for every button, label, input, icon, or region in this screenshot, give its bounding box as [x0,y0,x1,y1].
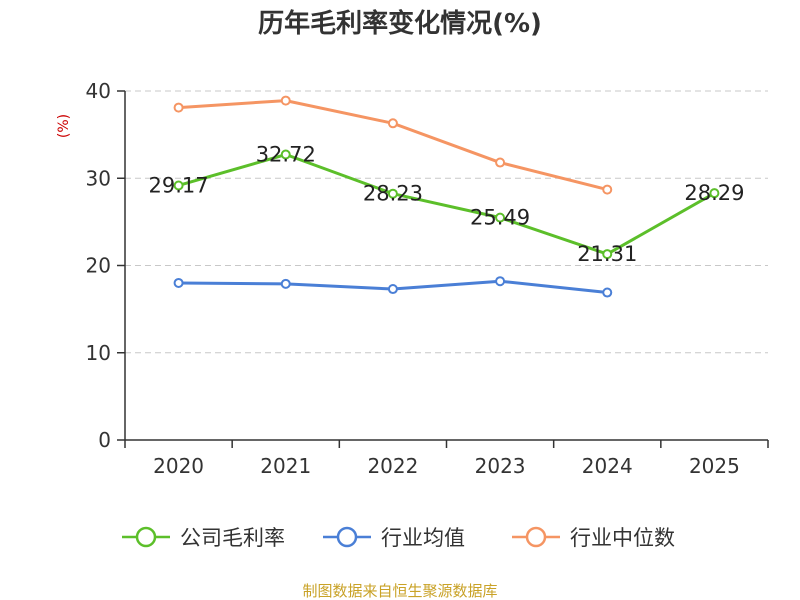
y-tick-label: 40 [86,79,111,103]
y-tick-label: 30 [86,166,111,190]
grid-lines [125,90,768,354]
legend-item[interactable]: 行业均值 [323,526,465,550]
data-labels: 29.17 32.72 28.23 25.49 21.31 28.29 [149,143,745,267]
x-tick-label: 2025 [689,454,740,478]
series-layer [173,95,720,298]
data-point[interactable] [495,212,506,223]
data-point[interactable] [173,102,184,113]
data-point[interactable] [495,157,506,168]
x-tick-label: 2023 [475,454,526,478]
data-label: 32.72 [256,143,316,167]
legend-marker [336,526,358,548]
legend-label: 公司毛利率 [180,526,285,550]
data-point[interactable] [709,188,720,199]
data-point[interactable] [602,287,613,298]
x-tick-label: 2024 [582,454,633,478]
data-point[interactable] [280,278,291,289]
data-point[interactable] [280,95,291,106]
data-point[interactable] [495,276,506,287]
legend-marker [135,526,157,548]
data-label: 28.29 [684,181,744,205]
data-point[interactable] [602,249,613,260]
data-point[interactable] [173,180,184,191]
y-axis-unit: (%) [56,114,72,138]
series-line [178,153,716,256]
data-label: 21.31 [577,242,637,266]
legend[interactable]: 公司毛利率 行业均值 行业中位数 [122,526,675,550]
x-tick-label: 2020 [153,454,204,478]
data-label: 25.49 [470,206,530,230]
x-tick-label: 2021 [260,454,311,478]
y-tick-label: 10 [86,341,111,365]
axes: 0 10 20 30 40 2020 2021 2022 2023 2024 2025 [86,79,769,478]
legend-label: 行业中位数 [570,526,675,550]
series-line [178,99,608,192]
series-1 [173,276,613,298]
series-0 [173,149,720,260]
data-label: 29.17 [149,173,209,197]
data-point[interactable] [280,149,291,160]
chart-title: 历年毛利率变化情况(%) [258,8,542,39]
legend-item[interactable]: 公司毛利率 [122,526,285,550]
data-point[interactable] [387,188,398,199]
y-tick-label: 20 [86,254,111,278]
data-point[interactable] [387,284,398,295]
legend-item[interactable]: 行业中位数 [512,526,675,550]
x-tick-label: 2022 [367,454,418,478]
y-tick-label: 0 [98,428,111,452]
legend-marker [525,526,547,548]
data-label: 28.23 [363,182,423,206]
series-2 [173,95,613,195]
legend-label: 行业均值 [381,526,465,550]
data-point[interactable] [602,184,613,195]
source-note: 制图数据来自恒生聚源数据库 [302,582,497,600]
data-point[interactable] [173,277,184,288]
data-point[interactable] [387,118,398,129]
